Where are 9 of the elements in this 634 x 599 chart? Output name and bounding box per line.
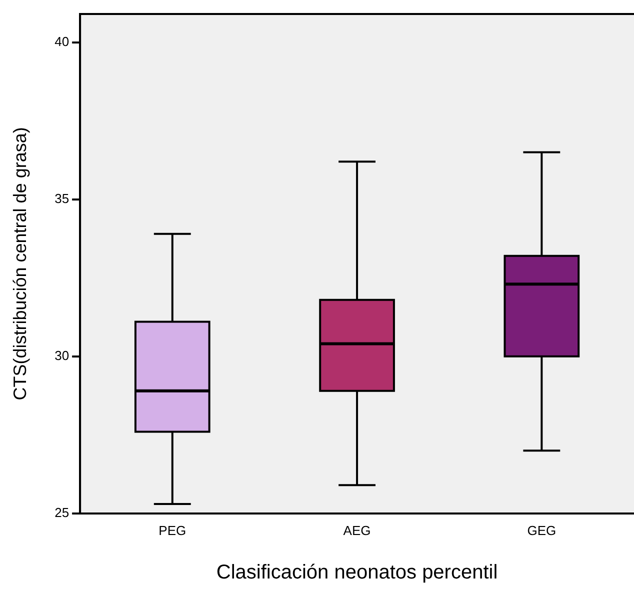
x-tick-label: GEG <box>527 522 556 538</box>
y-tick-label: 35 <box>54 190 70 206</box>
y-tick-label: 25 <box>54 504 70 520</box>
x-axis-title: Clasificación neonatos percentil <box>216 562 498 584</box>
y-tick-label: 40 <box>54 34 70 49</box>
x-tick-label: PEG <box>158 522 186 538</box>
y-axis-title: CTS(distribución central de grasa) <box>10 127 30 400</box>
x-tick-label: AEG <box>343 522 371 538</box>
y-tick-label: 30 <box>54 348 70 363</box>
